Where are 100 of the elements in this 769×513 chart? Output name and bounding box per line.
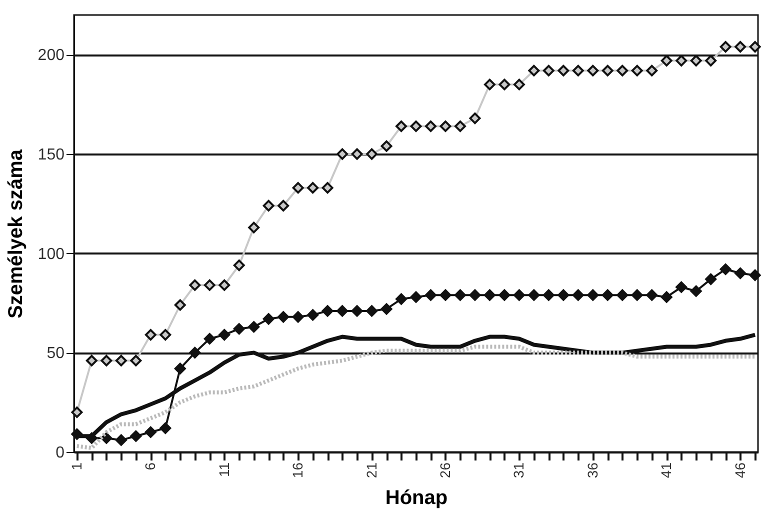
point [233,323,245,335]
point [204,333,216,345]
point [720,41,732,53]
point [513,289,525,301]
point [160,422,172,434]
point [587,64,599,76]
point [351,305,363,317]
point [720,264,732,275]
point [100,354,112,366]
x-tick-label: 1 [68,462,84,470]
x-tick-label: 31 [510,462,527,478]
point [498,78,510,90]
point [587,289,599,301]
point [425,120,436,132]
point [71,406,83,418]
point [454,289,466,301]
x-tick-label: 26 [436,462,453,478]
point [174,299,186,311]
point [86,354,98,366]
point [646,289,658,301]
point [410,120,422,132]
point [307,182,319,194]
point [616,64,628,76]
point [572,289,584,301]
x-tick-label: 11 [216,462,232,478]
point [336,305,348,317]
point [262,313,274,325]
point [292,311,304,323]
point [542,289,554,301]
point [454,120,466,132]
point [558,289,570,301]
point [542,64,554,76]
point [322,305,334,317]
point [440,120,452,132]
point [396,293,407,305]
point [425,289,436,301]
x-tick-label: 6 [142,462,158,470]
point [513,78,525,90]
y-tick-label: 50 [46,345,65,362]
point [292,182,304,194]
point [558,64,570,76]
point [410,291,422,303]
point [115,354,127,366]
point [734,41,746,53]
point [160,329,172,341]
point [396,120,407,132]
point [631,289,643,301]
point [248,321,260,333]
point [351,148,363,160]
point [572,64,584,76]
point [528,289,540,301]
point [189,279,201,291]
point [528,64,540,76]
point [749,41,761,53]
point [380,140,392,152]
point [233,260,245,272]
point [366,305,378,317]
point [366,148,378,160]
y-tick-label: 0 [56,444,65,462]
point [130,430,142,442]
point [705,273,717,285]
point [440,289,452,301]
point [631,64,643,76]
point [484,78,496,90]
point [602,289,614,301]
point [218,279,230,291]
point [204,279,216,291]
x-tick-label: 41 [658,462,674,478]
point [248,222,260,234]
x-tick-label: 16 [290,462,306,478]
point [278,200,290,212]
point [278,311,290,323]
point [380,303,392,315]
point [602,64,614,76]
y-tick-label: 100 [38,246,65,263]
point [498,289,510,301]
point [115,434,127,446]
point [189,346,201,358]
point [616,289,628,301]
point [144,426,156,438]
point [646,64,658,76]
x-tick-label: 46 [732,462,748,478]
point [322,182,334,194]
point [676,281,688,293]
y-tick-label: 150 [38,146,65,164]
point [336,148,348,160]
point [484,289,496,301]
point [734,267,746,279]
point [218,329,230,341]
point [469,112,481,124]
point [749,269,761,281]
y-axis-title: Személyek száma [4,148,27,319]
point [130,354,142,366]
point [307,309,319,321]
point [262,200,274,212]
point [660,291,672,303]
point [469,289,481,301]
point [174,362,186,374]
y-tick-label: 200 [38,47,65,64]
x-tick-label: 36 [584,462,600,478]
